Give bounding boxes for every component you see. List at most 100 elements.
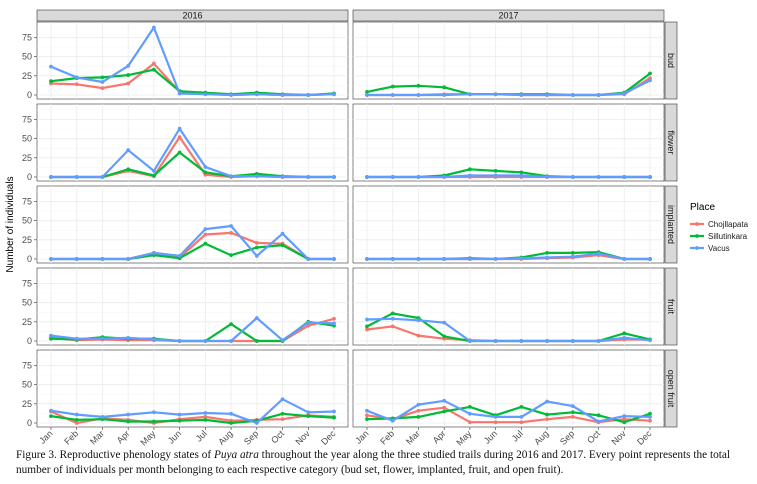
data-point-vacus [493,414,498,419]
data-point-vacus [100,175,105,179]
x-tick-label-jul: Jul [194,428,209,443]
data-point-vacus [442,320,447,325]
data-point-vacus [332,257,336,261]
data-point-vacus [519,173,524,178]
data-point-sillutinkara [152,67,156,72]
data-point-chojllapata [100,86,105,90]
data-point-chojllapata [416,333,421,338]
data-point-vacus [280,397,285,402]
y-tick-label: 25 [22,153,32,163]
data-point-sillutinkara [442,409,447,414]
data-point-sillutinkara [468,167,472,172]
data-point-vacus [648,414,652,419]
y-tick-label: 75 [22,115,32,125]
data-point-sillutinkara [49,336,53,341]
data-point-vacus [570,93,575,97]
x-tick-label-feb: Feb [62,428,80,446]
data-point-vacus [622,175,627,179]
data-point-vacus [468,339,472,343]
data-point-vacus [126,63,131,68]
data-point-sillutinkara [254,339,259,343]
legend-key-point-chojllapata [695,222,699,226]
x-tick-label-oct: Oct [585,428,602,445]
data-point-vacus [648,338,652,343]
y-tick-label: 75 [22,279,32,289]
y-tick-label: 25 [22,71,32,81]
data-point-vacus [648,175,652,179]
data-point-sillutinkara [203,241,208,246]
data-point-sillutinkara [416,414,421,419]
data-point-chojllapata [545,417,549,422]
x-tick-label-may: May [454,428,473,447]
data-point-sillutinkara [365,324,369,329]
row-strip-label-open-fruit: open fruit [666,370,676,408]
data-point-vacus [442,398,447,403]
column-strip-2017 [352,9,665,22]
data-point-vacus [254,254,259,258]
data-point-sillutinkara [280,243,285,248]
data-point-chojllapata [280,417,285,422]
data-point-vacus [545,175,549,179]
y-tick-label: 25 [22,399,32,409]
data-point-vacus [49,64,53,69]
data-point-vacus [306,257,311,261]
data-point-sillutinkara [442,334,447,339]
data-point-chojllapata [365,327,369,332]
data-point-sillutinkara [332,415,336,420]
panel-2017-fruit [352,267,665,346]
data-point-vacus [49,333,53,338]
data-point-vacus [332,175,336,179]
data-point-sillutinkara [49,79,53,84]
data-point-vacus [365,317,369,322]
faceted-line-chart: 2016 2017 bud flower implanted fruit open frui… [5,9,749,450]
data-point-vacus [545,399,549,404]
series-line-vacus-2017-fruit [365,317,652,343]
data-point-chojllapata [177,135,182,140]
data-point-vacus [152,250,156,255]
panel-2016-bud [36,21,349,100]
data-point-sillutinkara [622,420,627,425]
data-point-vacus [468,257,472,261]
data-point-vacus [100,414,105,419]
data-point-sillutinkara [254,245,259,250]
data-point-vacus [442,257,447,261]
data-point-sillutinkara [519,170,524,175]
data-point-vacus [622,414,627,418]
y-tick-label: 50 [22,134,32,144]
y-axis-title: Number of individuals [5,176,16,272]
data-point-sillutinkara [365,417,369,422]
x-tick-label-oct: Oct [269,428,286,445]
y-tick-label: 50 [22,52,32,62]
data-point-vacus [519,414,524,419]
data-point-vacus [254,92,259,97]
data-point-sillutinkara [622,331,627,336]
data-point-sillutinkara [545,250,549,255]
data-point-sillutinkara [596,413,601,418]
data-point-sillutinkara [74,418,79,422]
data-point-vacus [416,318,421,323]
data-point-vacus [416,402,421,407]
data-point-vacus [152,25,156,30]
data-point-sillutinkara [100,75,105,80]
row-strip-flower [664,103,678,182]
data-point-vacus [596,339,601,343]
data-point-sillutinkara [229,253,233,258]
data-point-vacus [596,175,601,179]
data-point-vacus [254,174,259,179]
x-tick-label-nov: Nov [609,428,628,447]
data-point-vacus [493,339,498,343]
data-point-vacus [177,91,182,96]
legend-key-point-sillutinkara [695,234,699,238]
y-tick-label: 0 [27,172,32,182]
data-point-vacus [416,175,421,179]
data-point-vacus [570,175,575,179]
x-tick-label-aug: Aug [216,428,234,446]
data-point-vacus [126,148,131,153]
data-point-vacus [203,165,208,169]
data-point-vacus [468,92,472,97]
data-point-vacus [365,175,369,179]
x-tick-label-nov: Nov [293,428,312,447]
x-tick-label-may: May [138,428,157,447]
data-point-sillutinkara [177,418,182,423]
data-point-sillutinkara [177,150,182,155]
